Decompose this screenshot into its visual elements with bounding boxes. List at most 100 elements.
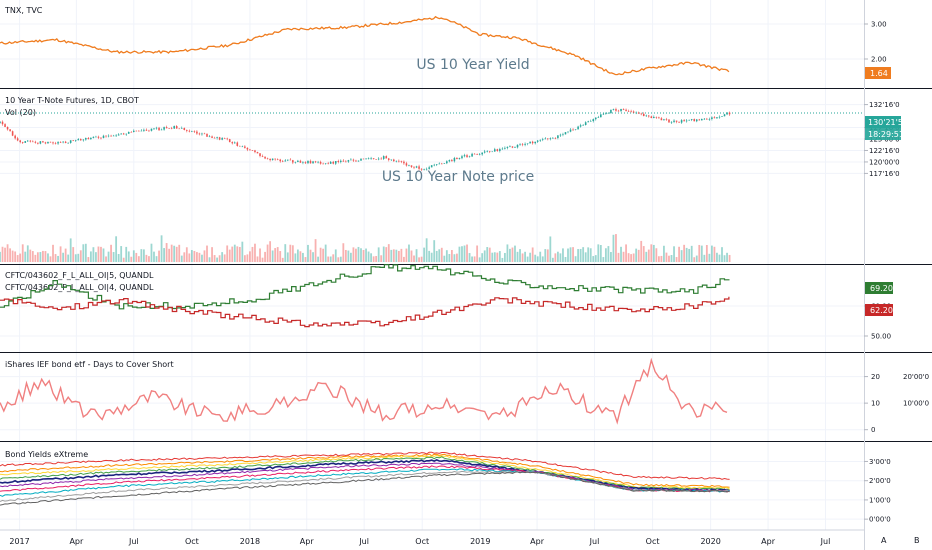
candle-body: [286, 159, 289, 161]
volume-bar: [425, 238, 428, 262]
candle-body: [506, 146, 509, 148]
volume-bar: [413, 255, 415, 262]
volume-bar: [120, 246, 123, 262]
volume-bar: [488, 247, 491, 262]
volume-bar: [289, 244, 292, 262]
corner-b-label[interactable]: B: [914, 536, 920, 545]
volume-bar: [509, 248, 511, 262]
volume-bar: [355, 248, 357, 262]
time-label: 2019: [470, 537, 490, 546]
volume-bar: [92, 247, 95, 262]
candle-body: [289, 159, 292, 161]
volume-bar: [216, 257, 219, 262]
candle-body: [279, 159, 282, 162]
volume-bar: [175, 246, 178, 262]
volume-bar: [700, 245, 703, 262]
candle-body: [188, 130, 191, 132]
candle-body: [213, 137, 216, 139]
ief-tick-label: 10: [871, 400, 880, 408]
candle-body: [559, 134, 562, 136]
volume-bar: [107, 251, 110, 262]
bond-yield-line: [0, 456, 730, 491]
volume-bar: [127, 251, 130, 262]
volume-bar: [44, 251, 47, 262]
candle-body: [208, 136, 211, 138]
volume-bar: [110, 244, 112, 262]
candle-body: [541, 139, 544, 140]
volume-bar: [390, 249, 393, 262]
tnote-pane[interactable]: 10 Year T-Note Futures, 1D, CBOT Vol (20…: [5, 96, 534, 185]
volume-bar: [602, 257, 605, 262]
candle-body: [69, 140, 72, 143]
time-label: Jul: [820, 537, 831, 546]
candle-body: [446, 161, 448, 164]
candle-body: [524, 143, 526, 145]
volume-bar: [279, 251, 282, 262]
volume-bar: [554, 253, 557, 262]
time-label: Apr: [530, 537, 545, 546]
volume-bar: [423, 247, 426, 262]
candle-body: [0, 121, 1, 123]
candle-body: [428, 167, 430, 169]
candle-body: [19, 140, 21, 143]
candle-body: [526, 143, 529, 145]
cftc-pane[interactable]: CFTC/043602_F_L_ALL_OI|5, QUANDL CFTC/04…: [5, 271, 154, 292]
candle-body: [226, 138, 229, 140]
bonds-pane[interactable]: Bond Yields eXtreme: [5, 450, 88, 459]
corner-controls[interactable]: A B: [881, 536, 920, 545]
volume-bar: [443, 255, 446, 262]
candle-body: [458, 158, 461, 160]
ief-pane[interactable]: iShares IEF bond etf - Days to Cover Sho…: [5, 360, 174, 369]
candle-body: [360, 158, 362, 161]
time-axis[interactable]: 2017 Apr Jul Oct 2018 Apr Jul Oct 2019 Apr Jul Oct 2…: [0, 529, 864, 546]
volume-bar: [716, 252, 718, 262]
candle-body: [34, 141, 37, 143]
volume-bar: [728, 254, 731, 262]
volume-bar: [360, 248, 362, 262]
volume-bar: [319, 247, 322, 262]
volume-bar: [150, 243, 153, 262]
volume-bar: [155, 256, 158, 262]
volume-bar: [625, 244, 627, 262]
volume-bar: [385, 247, 388, 262]
volume-bar: [243, 255, 246, 262]
candle-body: [519, 144, 521, 145]
candle-body: [600, 114, 602, 118]
candle-body: [367, 158, 370, 159]
candle-body: [723, 114, 726, 117]
volume-bar: [269, 241, 272, 262]
volume-bar: [491, 252, 494, 262]
volume-bar: [201, 254, 203, 262]
volume-bar: [77, 253, 80, 262]
tnx-pane[interactable]: TNX, TVC US 10 Year Yield: [4, 6, 530, 73]
candle-body: [380, 158, 382, 160]
candle-body: [95, 136, 97, 138]
volume-bar: [153, 251, 155, 262]
volume-bar: [481, 253, 484, 262]
volume-bar: [196, 252, 198, 262]
candle-body: [387, 158, 390, 160]
time-label: 2018: [240, 537, 260, 546]
volume-bar: [670, 255, 673, 262]
corner-a-label[interactable]: A: [881, 536, 887, 545]
volume-bar: [1, 246, 4, 262]
candle-body: [589, 121, 592, 122]
cftc-red-value: 62.20: [870, 306, 893, 315]
volume-bar: [352, 247, 355, 262]
candle-body: [642, 113, 645, 117]
volume-bar: [6, 244, 9, 262]
ief-days-to-cover-line: [0, 357, 728, 425]
candle-body: [433, 164, 436, 166]
volume-bar: [607, 246, 610, 262]
candle-body: [1, 121, 4, 125]
volume-bar: [622, 251, 625, 262]
candle-body: [549, 138, 552, 140]
volume-bar: [657, 256, 660, 262]
candle-body: [690, 119, 693, 120]
candle-body: [276, 159, 279, 160]
candle-body: [59, 142, 62, 143]
volume-bar: [122, 257, 125, 262]
candle-body: [297, 160, 299, 162]
candle-body: [284, 160, 287, 162]
candle-body: [403, 161, 405, 164]
